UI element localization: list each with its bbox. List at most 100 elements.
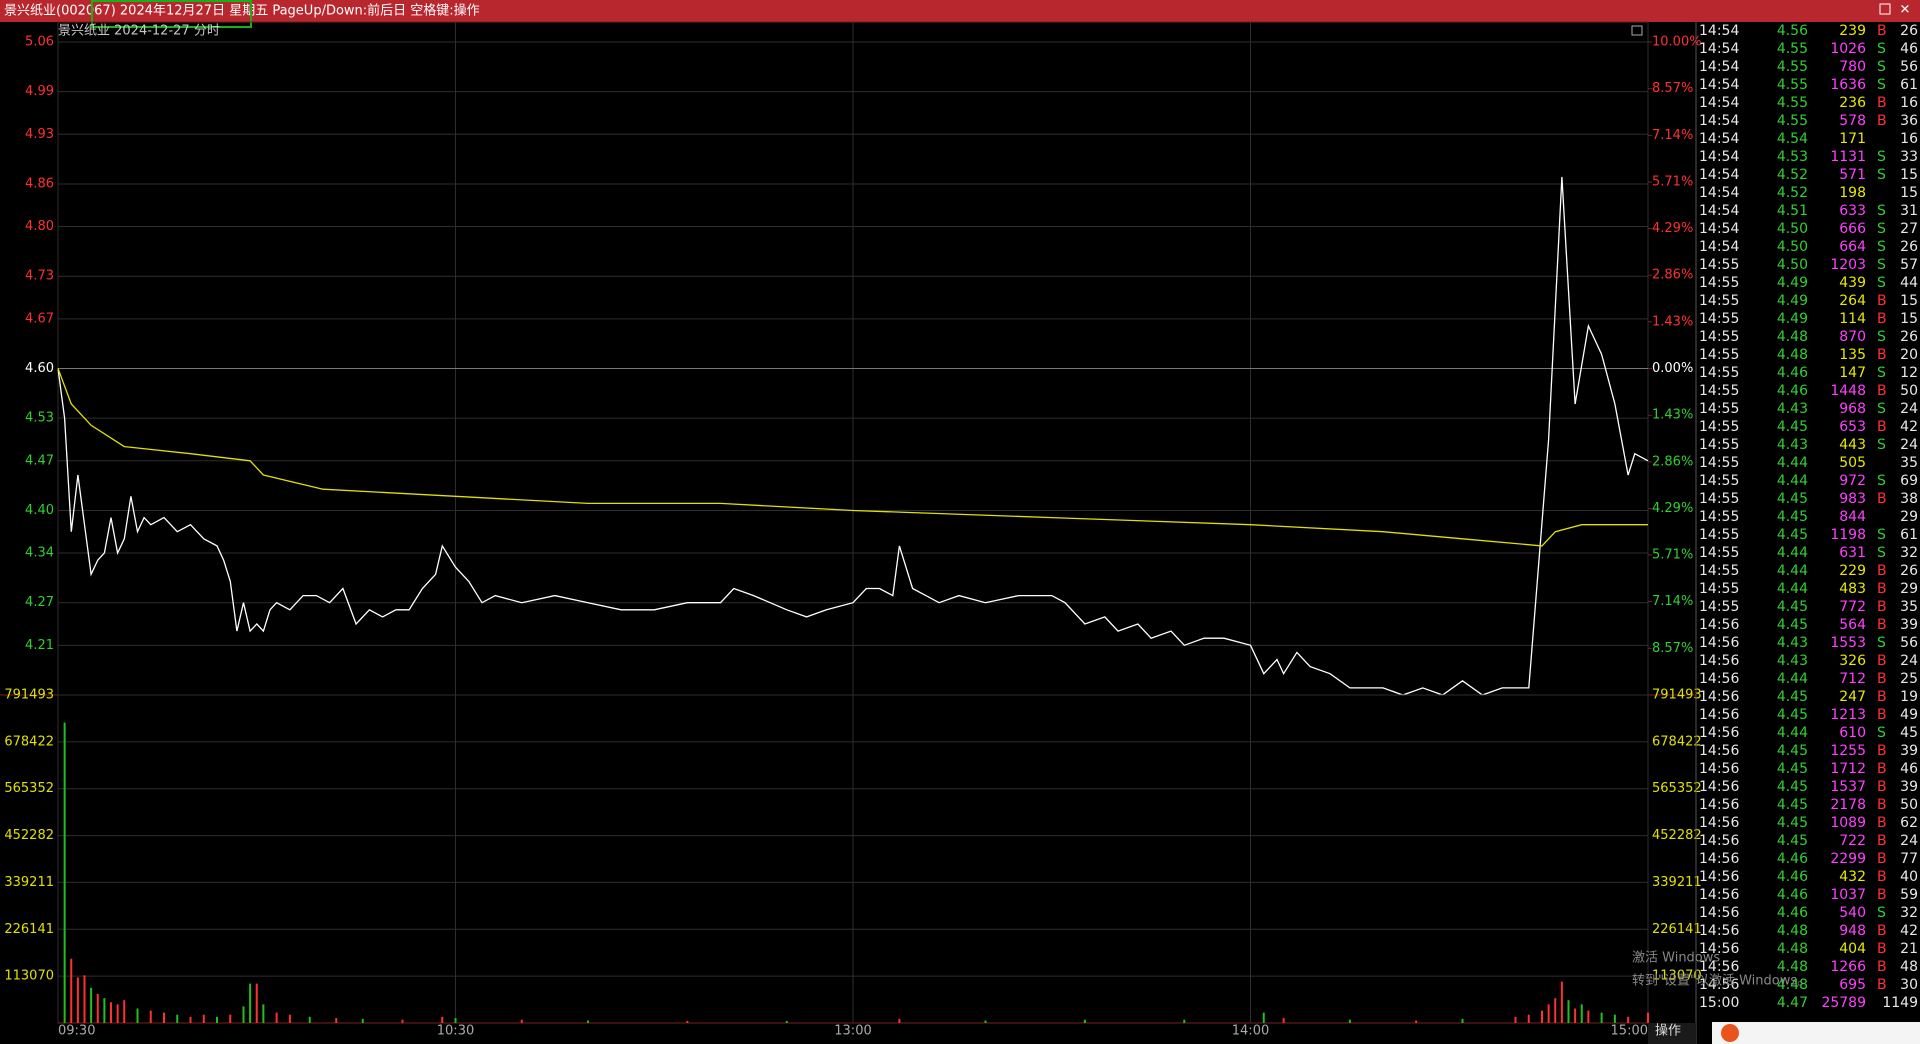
trade-side: B — [1877, 779, 1887, 795]
trade-volume: 2178 — [1830, 797, 1866, 813]
trade-volume: 1213 — [1830, 707, 1866, 723]
trade-time: 14:55 — [1699, 581, 1739, 597]
trade-price: 4.45 — [1777, 617, 1808, 633]
trade-volume: 236 — [1839, 95, 1866, 111]
trade-side: S — [1877, 167, 1886, 183]
trade-price: 4.55 — [1777, 113, 1808, 129]
trade-volume: 404 — [1839, 941, 1866, 957]
trade-time: 14:54 — [1699, 185, 1739, 201]
operate-button[interactable]: 操作 — [1655, 1023, 1681, 1039]
trade-time: 14:55 — [1699, 311, 1739, 327]
panel-icon[interactable] — [1631, 25, 1643, 36]
volume-bar — [116, 1004, 119, 1023]
trade-count: 29 — [1900, 581, 1918, 597]
x-tick-label: 15:00 — [1611, 1024, 1648, 1039]
restore-button[interactable] — [1879, 3, 1891, 15]
volume-bar — [1514, 1016, 1517, 1023]
close-button[interactable]: ✕ — [1900, 3, 1911, 18]
trade-volume: 844 — [1839, 509, 1866, 525]
trade-time: 14:56 — [1699, 797, 1739, 813]
trade-count: 26 — [1900, 239, 1918, 255]
trade-price: 4.52 — [1777, 167, 1808, 183]
y-tick-label: 4.47 — [25, 453, 54, 468]
trade-price: 4.45 — [1777, 689, 1808, 705]
trade-side: S — [1877, 437, 1886, 453]
y-tick-label: 791493 — [4, 688, 54, 703]
trade-side: B — [1877, 761, 1887, 777]
trade-price: 4.50 — [1777, 239, 1808, 255]
trade-volume: 780 — [1839, 59, 1866, 75]
trade-count: 33 — [1900, 149, 1918, 165]
volume-bar — [1627, 1016, 1630, 1023]
operate-button-bg[interactable] — [1648, 1023, 1696, 1044]
trade-time: 14:56 — [1699, 707, 1739, 723]
trade-count: 44 — [1900, 275, 1918, 291]
trade-time: 14:56 — [1699, 761, 1739, 777]
trade-time: 14:55 — [1699, 365, 1739, 381]
volume-bar — [587, 1020, 589, 1023]
trade-time: 14:54 — [1699, 59, 1739, 75]
trade-count: 77 — [1900, 851, 1918, 867]
y-tick-label: 452282 — [4, 828, 54, 843]
trade-count: 40 — [1900, 869, 1918, 885]
trade-count: 46 — [1900, 41, 1918, 57]
trade-volume: 1026 — [1830, 41, 1866, 57]
chart-title: 景兴纸业 2024-12-27 分时 — [58, 24, 220, 39]
trade-count: 20 — [1900, 347, 1918, 363]
trade-side: B — [1877, 959, 1887, 975]
trade-count: 48 — [1900, 959, 1918, 975]
trade-volume: 983 — [1839, 491, 1866, 507]
trade-time: 14:55 — [1699, 401, 1739, 417]
trade-volume: 664 — [1839, 239, 1866, 255]
trade-price: 4.45 — [1777, 707, 1808, 723]
x-tick-label: 14:00 — [1232, 1024, 1269, 1039]
trade-count: 39 — [1900, 743, 1918, 759]
volume-bar — [63, 722, 66, 1023]
trade-count: 24 — [1900, 437, 1918, 453]
y2-tick-label: 791493 — [1652, 688, 1702, 703]
trade-price: 4.52 — [1777, 185, 1808, 201]
trade-price: 4.44 — [1777, 563, 1808, 579]
x-tick-label: 09:30 — [58, 1024, 95, 1039]
trade-count: 16 — [1900, 95, 1918, 111]
trade-side: B — [1877, 707, 1887, 723]
trade-volume: 653 — [1839, 419, 1866, 435]
y-tick-label: 4.67 — [25, 311, 54, 326]
trade-time: 14:56 — [1699, 869, 1739, 885]
trade-price: 4.49 — [1777, 311, 1808, 327]
trade-volume: 631 — [1839, 545, 1866, 561]
trade-count: 59 — [1900, 887, 1918, 903]
trade-volume: 1537 — [1830, 779, 1866, 795]
trade-price: 4.43 — [1777, 437, 1808, 453]
trade-side: B — [1877, 95, 1887, 111]
trade-time: 14:56 — [1699, 815, 1739, 831]
trade-volume: 540 — [1839, 905, 1866, 921]
trade-volume: 198 — [1839, 185, 1866, 201]
volume-bar — [441, 1016, 444, 1023]
trade-count: 50 — [1900, 797, 1918, 813]
trade-side: B — [1877, 293, 1887, 309]
window-title: 景兴纸业(002067) 2024年12月27日 星期五 PageUp/Down… — [4, 3, 480, 19]
volume-bar — [1282, 1018, 1285, 1023]
trade-count: 46 — [1900, 761, 1918, 777]
volume-bar — [1574, 1008, 1577, 1023]
trade-time: 14:55 — [1699, 473, 1739, 489]
volume-bar — [96, 993, 99, 1023]
trade-time: 14:55 — [1699, 257, 1739, 273]
volume-bar — [785, 1020, 788, 1023]
trade-side: B — [1877, 617, 1887, 633]
trade-side: B — [1877, 419, 1887, 435]
trade-count: 42 — [1900, 419, 1918, 435]
trade-side: S — [1877, 257, 1886, 273]
trade-volume: 483 — [1839, 581, 1866, 597]
trade-time: 14:54 — [1699, 23, 1739, 39]
volume-bar — [176, 1014, 179, 1023]
ime-logo[interactable] — [1721, 1024, 1739, 1042]
trade-price: 4.43 — [1777, 401, 1808, 417]
trade-price: 4.56 — [1777, 23, 1808, 39]
trade-volume: 1553 — [1830, 635, 1866, 651]
trade-time: 14:56 — [1699, 941, 1739, 957]
volume-bar — [136, 1008, 139, 1023]
trade-time: 14:55 — [1699, 509, 1739, 525]
